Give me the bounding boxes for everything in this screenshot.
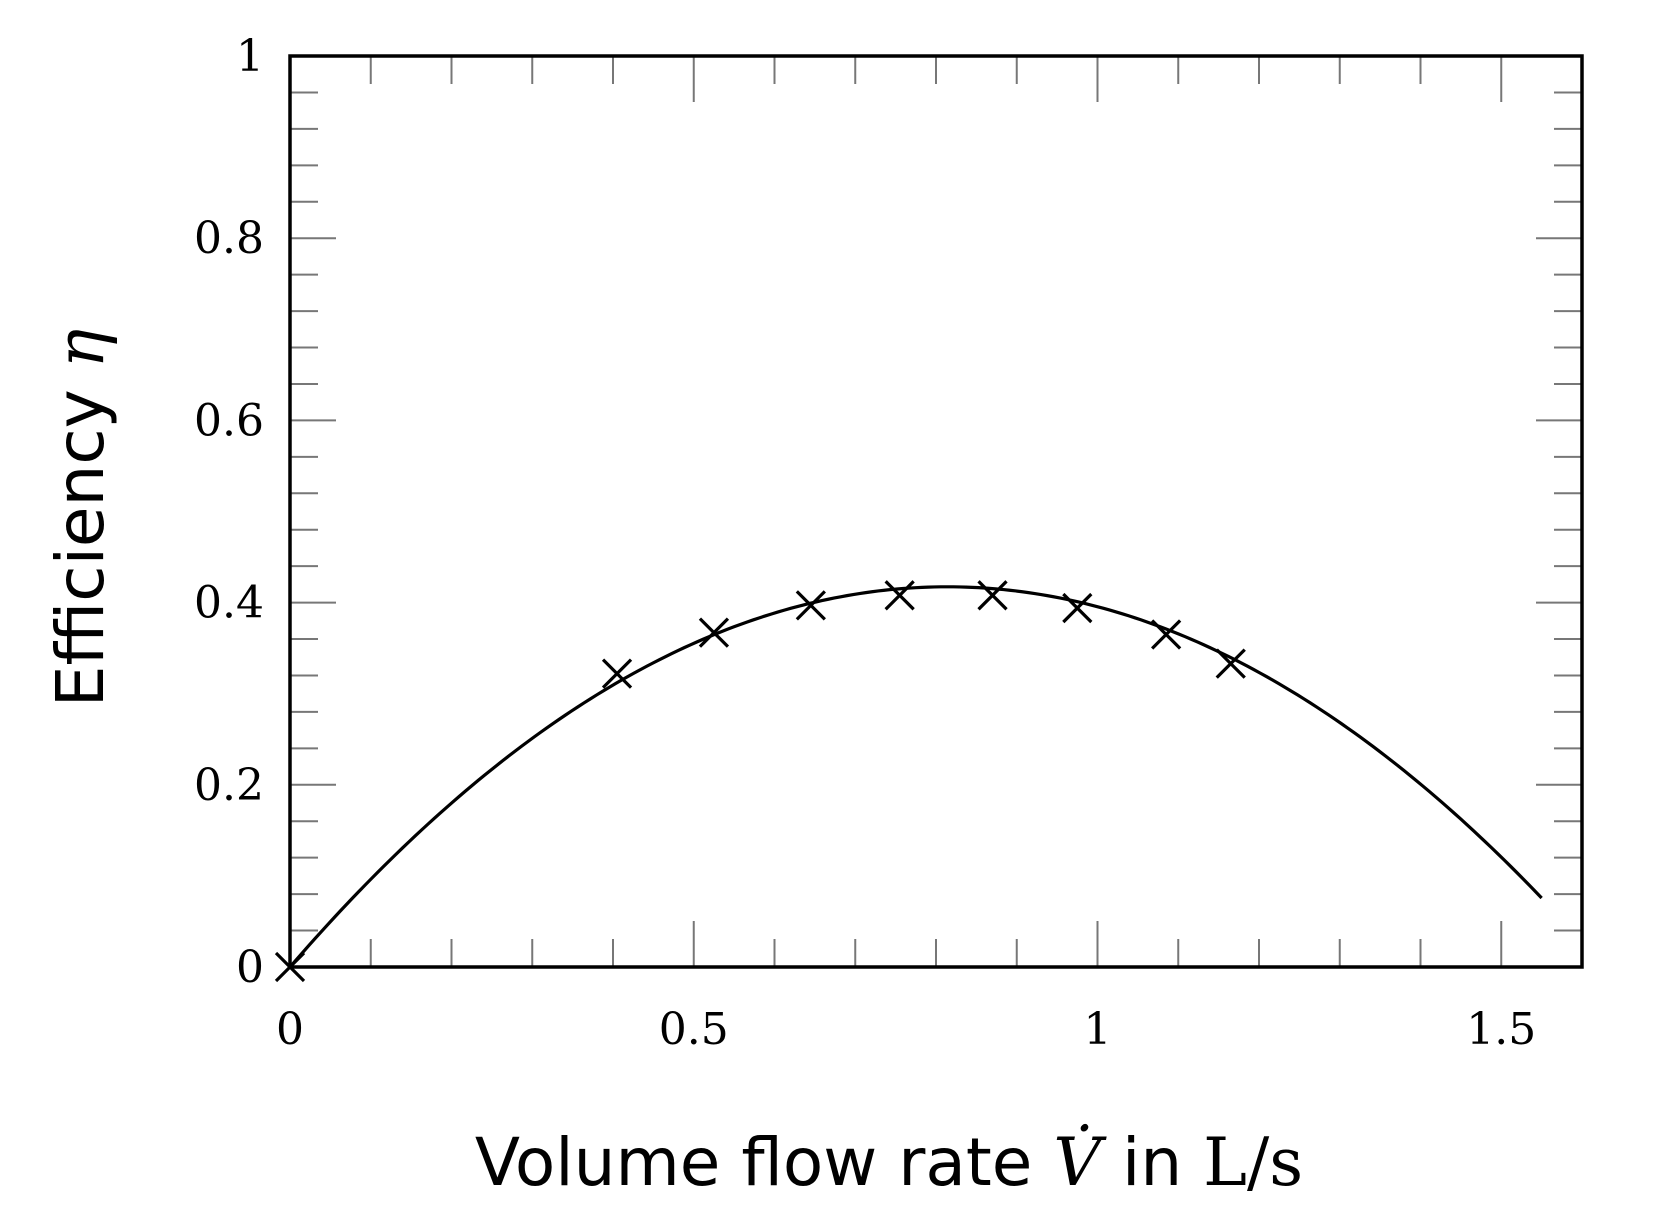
tick-labels: 0 0.5 1 1.5 0 0.2 0.4 0.6 0.8 1 <box>194 31 1536 1055</box>
data-point <box>698 617 730 648</box>
x-axis-label-mid: in <box>1122 1124 1182 1201</box>
y-tick-label: 0.6 <box>194 395 264 446</box>
data-point-stroke <box>601 658 633 689</box>
fit-curve <box>288 585 1543 969</box>
data-point <box>795 590 826 621</box>
data-point <box>884 580 915 611</box>
x-tick-label: 1 <box>1084 1004 1112 1055</box>
y-tick-label: 0 <box>236 942 264 993</box>
x-tick-label: 1.5 <box>1466 1004 1536 1055</box>
y-axis-label: Efficiency η <box>42 329 119 707</box>
data-point-stroke <box>884 580 915 611</box>
y-tick-label: 0.4 <box>194 578 264 629</box>
y-tick-label: 1 <box>236 31 264 82</box>
major-ticks <box>289 55 1582 968</box>
x-axis-label: Volume flow rate V̇ in L/s <box>475 1124 1303 1201</box>
data-point <box>601 658 633 689</box>
x-tick-label: 0.5 <box>659 1004 729 1055</box>
data-point-stroke <box>1062 592 1093 624</box>
x-axis-label-symbol: V̇ <box>1053 1124 1107 1201</box>
data-point-stroke <box>977 580 1008 611</box>
y-axis-label-prefix: Efficiency <box>42 389 119 707</box>
data-point <box>977 580 1008 611</box>
y-axis-label-symbol: η <box>42 329 119 369</box>
data-point <box>1215 648 1246 679</box>
x-tick-label: 0 <box>276 1004 304 1055</box>
y-tick-label: 0.8 <box>194 213 264 264</box>
y-tick-label: 0.2 <box>194 760 264 811</box>
data-point <box>1151 619 1182 650</box>
data-point-stroke <box>1151 619 1182 650</box>
minor-ticks <box>290 56 1583 967</box>
data-markers <box>274 580 1246 983</box>
data-point <box>1062 592 1093 624</box>
data-point-stroke <box>698 617 730 648</box>
plot-frame <box>288 54 1584 969</box>
x-axis-label-prefix: Volume flow rate <box>475 1124 1032 1201</box>
data-point-stroke <box>1215 648 1246 679</box>
x-axis-label-unit: L/s <box>1203 1124 1303 1201</box>
data-point-stroke <box>795 590 826 621</box>
